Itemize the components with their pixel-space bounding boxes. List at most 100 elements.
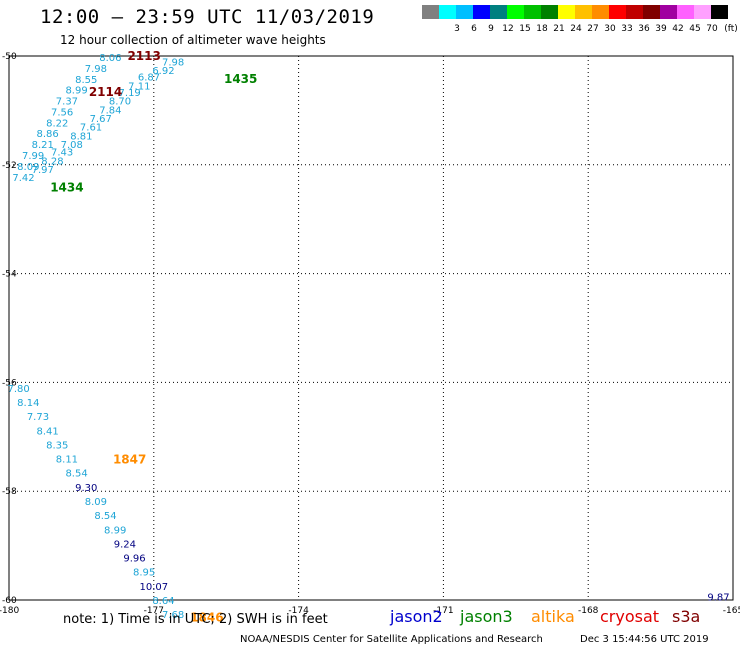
lon-tick-label: -165 xyxy=(723,606,740,616)
wave-height-value: 8.99 xyxy=(65,86,87,97)
legend-swatch xyxy=(558,5,575,19)
wave-height-value: 7.61 xyxy=(80,123,102,134)
wave-height-value: 7.42 xyxy=(12,173,34,184)
lat-tick-label: -50 xyxy=(2,52,17,62)
wave-height-value: 8.41 xyxy=(36,426,58,437)
satellite-cryosat: cryosat xyxy=(600,607,660,626)
legend-label: 9 xyxy=(488,24,494,34)
wave-height-value: 6.87 xyxy=(138,73,160,84)
legend-swatch xyxy=(541,5,558,19)
wave-height-value: 7.08 xyxy=(61,140,83,151)
lat-tick-label: -58 xyxy=(2,487,17,497)
legend-swatch xyxy=(473,5,490,19)
map-subtitle: 12 hour collection of altimeter wave hei… xyxy=(60,33,326,47)
wave-height-value: 8.09 xyxy=(17,162,39,173)
legend-swatch xyxy=(507,5,524,19)
legend-swatch xyxy=(456,5,473,19)
lon-tick-label: -171 xyxy=(433,606,453,616)
wave-height-value: 7.37 xyxy=(56,97,78,108)
wave-height-value: 8.21 xyxy=(32,140,54,151)
wave-height-value: 8.81 xyxy=(70,131,92,142)
legend-label: 39 xyxy=(655,24,667,34)
pass-time-label: 2113 xyxy=(127,49,160,63)
wave-height-value: 7.97 xyxy=(32,165,54,176)
legend-swatch xyxy=(694,5,711,19)
wave-height-value: 8.55 xyxy=(75,75,97,86)
wave-height-value: 8.09 xyxy=(85,497,107,508)
wave-height-value: 9.87 xyxy=(707,593,729,604)
wave-height-value: 8.99 xyxy=(104,525,126,536)
lon-tick-label: -180 xyxy=(0,606,19,616)
pass-time-labels: 2113 2114 1435 1434 1847 1846 xyxy=(50,49,257,624)
wave-height-value: 8.28 xyxy=(41,156,63,167)
wave-height-value: 7.19 xyxy=(119,88,141,99)
wave-height-value: 7.84 xyxy=(99,105,121,116)
lon-tick-label: -174 xyxy=(288,606,309,616)
grid-lines xyxy=(8,55,734,601)
wave-height-value: 8.14 xyxy=(17,398,39,409)
legend-swatch xyxy=(592,5,609,19)
legend-label: 15 xyxy=(519,24,531,34)
pass-time-label: 1435 xyxy=(224,72,257,86)
wave-height-value: 7.99 xyxy=(22,151,44,162)
legend-label: 36 xyxy=(638,24,650,34)
lat-tick-label: -60 xyxy=(2,596,17,606)
legend-label: 30 xyxy=(604,24,616,34)
legend-label: 12 xyxy=(502,24,514,34)
lon-tick-label: -177 xyxy=(144,606,164,616)
axis-ticks: -180 -177 -174 -171 -168 -165 -50 -52 -54 -56 -58 -… xyxy=(0,52,740,616)
pass-time-label: 1846 xyxy=(190,610,223,624)
legend-swatch xyxy=(490,5,507,19)
lat-tick-label: -54 xyxy=(2,270,17,280)
lat-tick-label: -52 xyxy=(2,161,17,171)
wave-height-value: 10.07 xyxy=(139,582,168,593)
wave-height-value: 8.95 xyxy=(133,568,155,579)
satellite-s3a: s3a xyxy=(672,607,701,626)
wave-height-value: 7.68 xyxy=(162,610,184,621)
wave-height-value: 7.80 xyxy=(8,384,30,395)
legend-swatch xyxy=(643,5,660,19)
wave-height-value: 8.54 xyxy=(65,469,87,480)
pass-time-label: 2114 xyxy=(89,85,122,99)
footer-timestamp: Dec 3 15:44:56 UTC 2019 xyxy=(580,634,709,645)
pass-time-label: 1434 xyxy=(50,181,83,195)
legend-label: 21 xyxy=(553,24,565,34)
wave-height-value: 7.98 xyxy=(85,64,107,75)
legend-swatch xyxy=(626,5,643,19)
map-title: 12:00 – 23:59 UTC 11/03/2019 xyxy=(40,6,375,28)
satellite-altika: altika xyxy=(531,607,575,626)
wave-height-value: 8.35 xyxy=(46,440,68,451)
legend-label: 6 xyxy=(471,24,477,34)
legend-unit: (ft) xyxy=(724,24,738,34)
legend-label: 70 xyxy=(706,24,718,34)
legend-label: 27 xyxy=(587,24,599,34)
wave-height-value: 8.70 xyxy=(109,97,131,108)
wave-height-value: 8.22 xyxy=(46,118,68,129)
footer-org: NOAA/NESDIS Center for Satellite Applica… xyxy=(240,634,543,645)
wave-height-value: 7.11 xyxy=(128,81,150,92)
pass-time-label: 1847 xyxy=(113,453,146,467)
legend-swatch xyxy=(439,5,456,19)
wave-height-value: 9.30 xyxy=(75,483,97,494)
legend-label: 24 xyxy=(570,24,582,34)
wave-height-value: 7.56 xyxy=(51,107,73,118)
legend-swatch xyxy=(609,5,626,19)
legend-label: 33 xyxy=(621,24,633,34)
wave-height-labels: 8.067.988.558.997.377.568.228.868.217.99… xyxy=(8,53,730,621)
legend-swatch xyxy=(422,5,439,19)
legend-swatch xyxy=(711,5,728,19)
legend-label: 18 xyxy=(536,24,548,34)
wave-height-value: 7.73 xyxy=(27,412,49,423)
wave-height-value: 8.64 xyxy=(152,596,174,607)
note-text: note: 1) Time is in UTC; 2) SWH is in fe… xyxy=(63,612,328,627)
wave-height-value: 8.54 xyxy=(94,511,116,522)
satellite-jason2: jason2 xyxy=(390,607,443,626)
wave-height-value: 9.96 xyxy=(123,554,145,565)
wave-height-value: 8.11 xyxy=(56,455,78,466)
legend-label: 3 xyxy=(454,24,460,34)
legend-swatch xyxy=(660,5,677,19)
wave-height-value: 8.06 xyxy=(99,53,121,64)
legend-swatch xyxy=(524,5,541,19)
legend-label: 45 xyxy=(689,24,701,34)
